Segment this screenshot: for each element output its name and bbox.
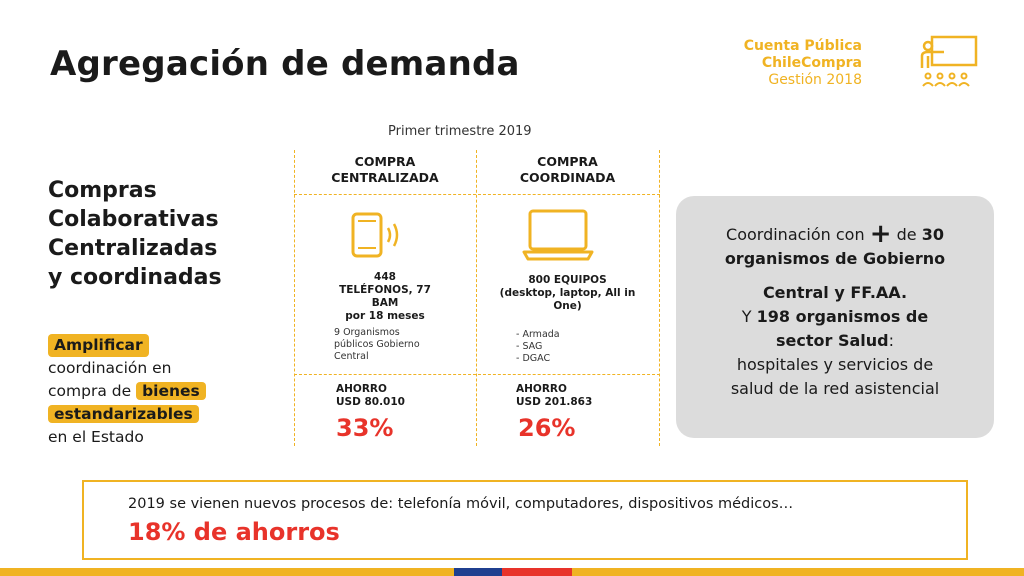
col-header-line: CENTRALIZADA [331, 170, 439, 185]
coord-text: Central y FF.AA. [762, 283, 908, 302]
comparison-table: COMPRA CENTRALIZADA 448 TELÉFONOS, 77 BA… [294, 150, 660, 446]
coordination-box: Coordinación con + de 30 organismos de G… [676, 196, 994, 438]
logo-line-2: ChileCompra [761, 55, 862, 71]
detail-line: - SAG [516, 341, 543, 352]
coord-text: sector Salud [776, 331, 889, 350]
presenter-icon [920, 35, 978, 87]
detail-line: - Armada [516, 329, 560, 340]
laptop-icon [522, 209, 594, 261]
col-header-coordinada: COMPRA COORDINADA [476, 154, 659, 186]
coord-text: de [896, 225, 917, 244]
col-header-line: COMPRA [537, 154, 598, 169]
desc-line: 448 [374, 271, 396, 283]
col1-description: 448 TELÉFONOS, 77 BAM por 18 meses [304, 271, 466, 323]
left-heading-line: y coordinadas [48, 265, 222, 290]
col2-saving: AHORRO USD 201.863 [516, 383, 592, 409]
desc-line: BAM [371, 297, 399, 309]
footer-bar-blue [454, 568, 502, 576]
smartphone-icon [351, 212, 399, 258]
left-heading-line: Compras [48, 178, 157, 203]
saving-line: AHORRO [336, 383, 387, 395]
footer-bar-red [502, 568, 572, 576]
desc-line: (desktop, laptop, All in [499, 287, 636, 299]
detail-line: - DGAC [516, 353, 551, 364]
saving-line: USD 201.863 [516, 396, 593, 408]
logo: Cuenta Pública ChileCompra Gestión 2018 [738, 34, 978, 96]
coord-text: 198 organismos de [756, 307, 929, 326]
table-divider [294, 194, 660, 195]
body-line: coordinación en [48, 359, 172, 377]
logo-line-3: Gestión 2018 [768, 72, 862, 88]
detail-line: públicos Gobierno [334, 339, 420, 350]
coord-text: Y [741, 307, 752, 326]
highlight-bienes: bienes [136, 382, 206, 400]
left-heading-line: Centralizadas [48, 236, 218, 261]
coord-text: organismos de Gobierno [724, 249, 946, 268]
desc-line: TELÉFONOS, 77 [339, 284, 431, 296]
col-header-line: COORDINADA [519, 170, 616, 185]
col1-percentage: 33% [336, 414, 394, 442]
period-label: Primer trimestre 2019 [388, 124, 532, 139]
body-line: en el Estado [48, 428, 144, 446]
plus-sign: + [869, 219, 892, 249]
saving-line: AHORRO [516, 383, 567, 395]
desc-line: 800 EQUIPOS [528, 274, 607, 286]
coord-text: salud de la red asistencial [730, 379, 940, 398]
table-divider [294, 374, 660, 375]
col1-saving: AHORRO USD 80.010 [336, 383, 405, 409]
coordination-text: Coordinación con + de 30 organismos de G… [676, 219, 994, 401]
desc-line: por 18 meses [345, 310, 425, 322]
col1-detail: 9 Organismos públicos Gobierno Central [334, 327, 420, 363]
col-header-line: COMPRA [354, 154, 416, 169]
desc-line: One) [553, 300, 582, 312]
coord-text: : [888, 331, 894, 350]
detail-line: 9 Organismos [334, 327, 400, 338]
col2-percentage: 26% [518, 414, 576, 442]
saving-line: USD 80.010 [336, 396, 405, 408]
col2-detail: - Armada - SAG - DGAC [516, 329, 560, 365]
logo-text: Cuenta Pública ChileCompra Gestión 2018 [744, 38, 862, 89]
coord-text: Coordinación con [726, 225, 865, 244]
coord-count: 30 [921, 225, 944, 244]
page-title: Agregación de demanda [50, 44, 520, 84]
logo-line-1: Cuenta Pública [743, 38, 862, 54]
detail-line: Central [334, 351, 369, 362]
table-divider [476, 150, 477, 446]
table-divider [294, 150, 295, 446]
table-divider [659, 150, 660, 446]
savings-callout: 2019 se vienen nuevos procesos de: telef… [82, 480, 968, 560]
callout-text: 2019 se vienen nuevos procesos de: telef… [128, 496, 794, 512]
highlight-estandarizables: estandarizables [48, 405, 199, 423]
left-heading-line: Colaborativas [48, 207, 219, 232]
callout-savings: 18% de ahorros [128, 518, 340, 546]
coord-text: hospitales y servicios de [736, 355, 934, 374]
col2-description: 800 EQUIPOS (desktop, laptop, All in One… [480, 274, 655, 313]
left-heading: Compras Colaborativas Centralizadas y co… [48, 176, 222, 292]
body-line: compra de [48, 382, 132, 400]
left-body: Amplificar coordinación en compra de bie… [48, 334, 248, 449]
col-header-centralizada: COMPRA CENTRALIZADA [294, 154, 476, 186]
highlight-amplificar: Amplificar [48, 334, 149, 357]
